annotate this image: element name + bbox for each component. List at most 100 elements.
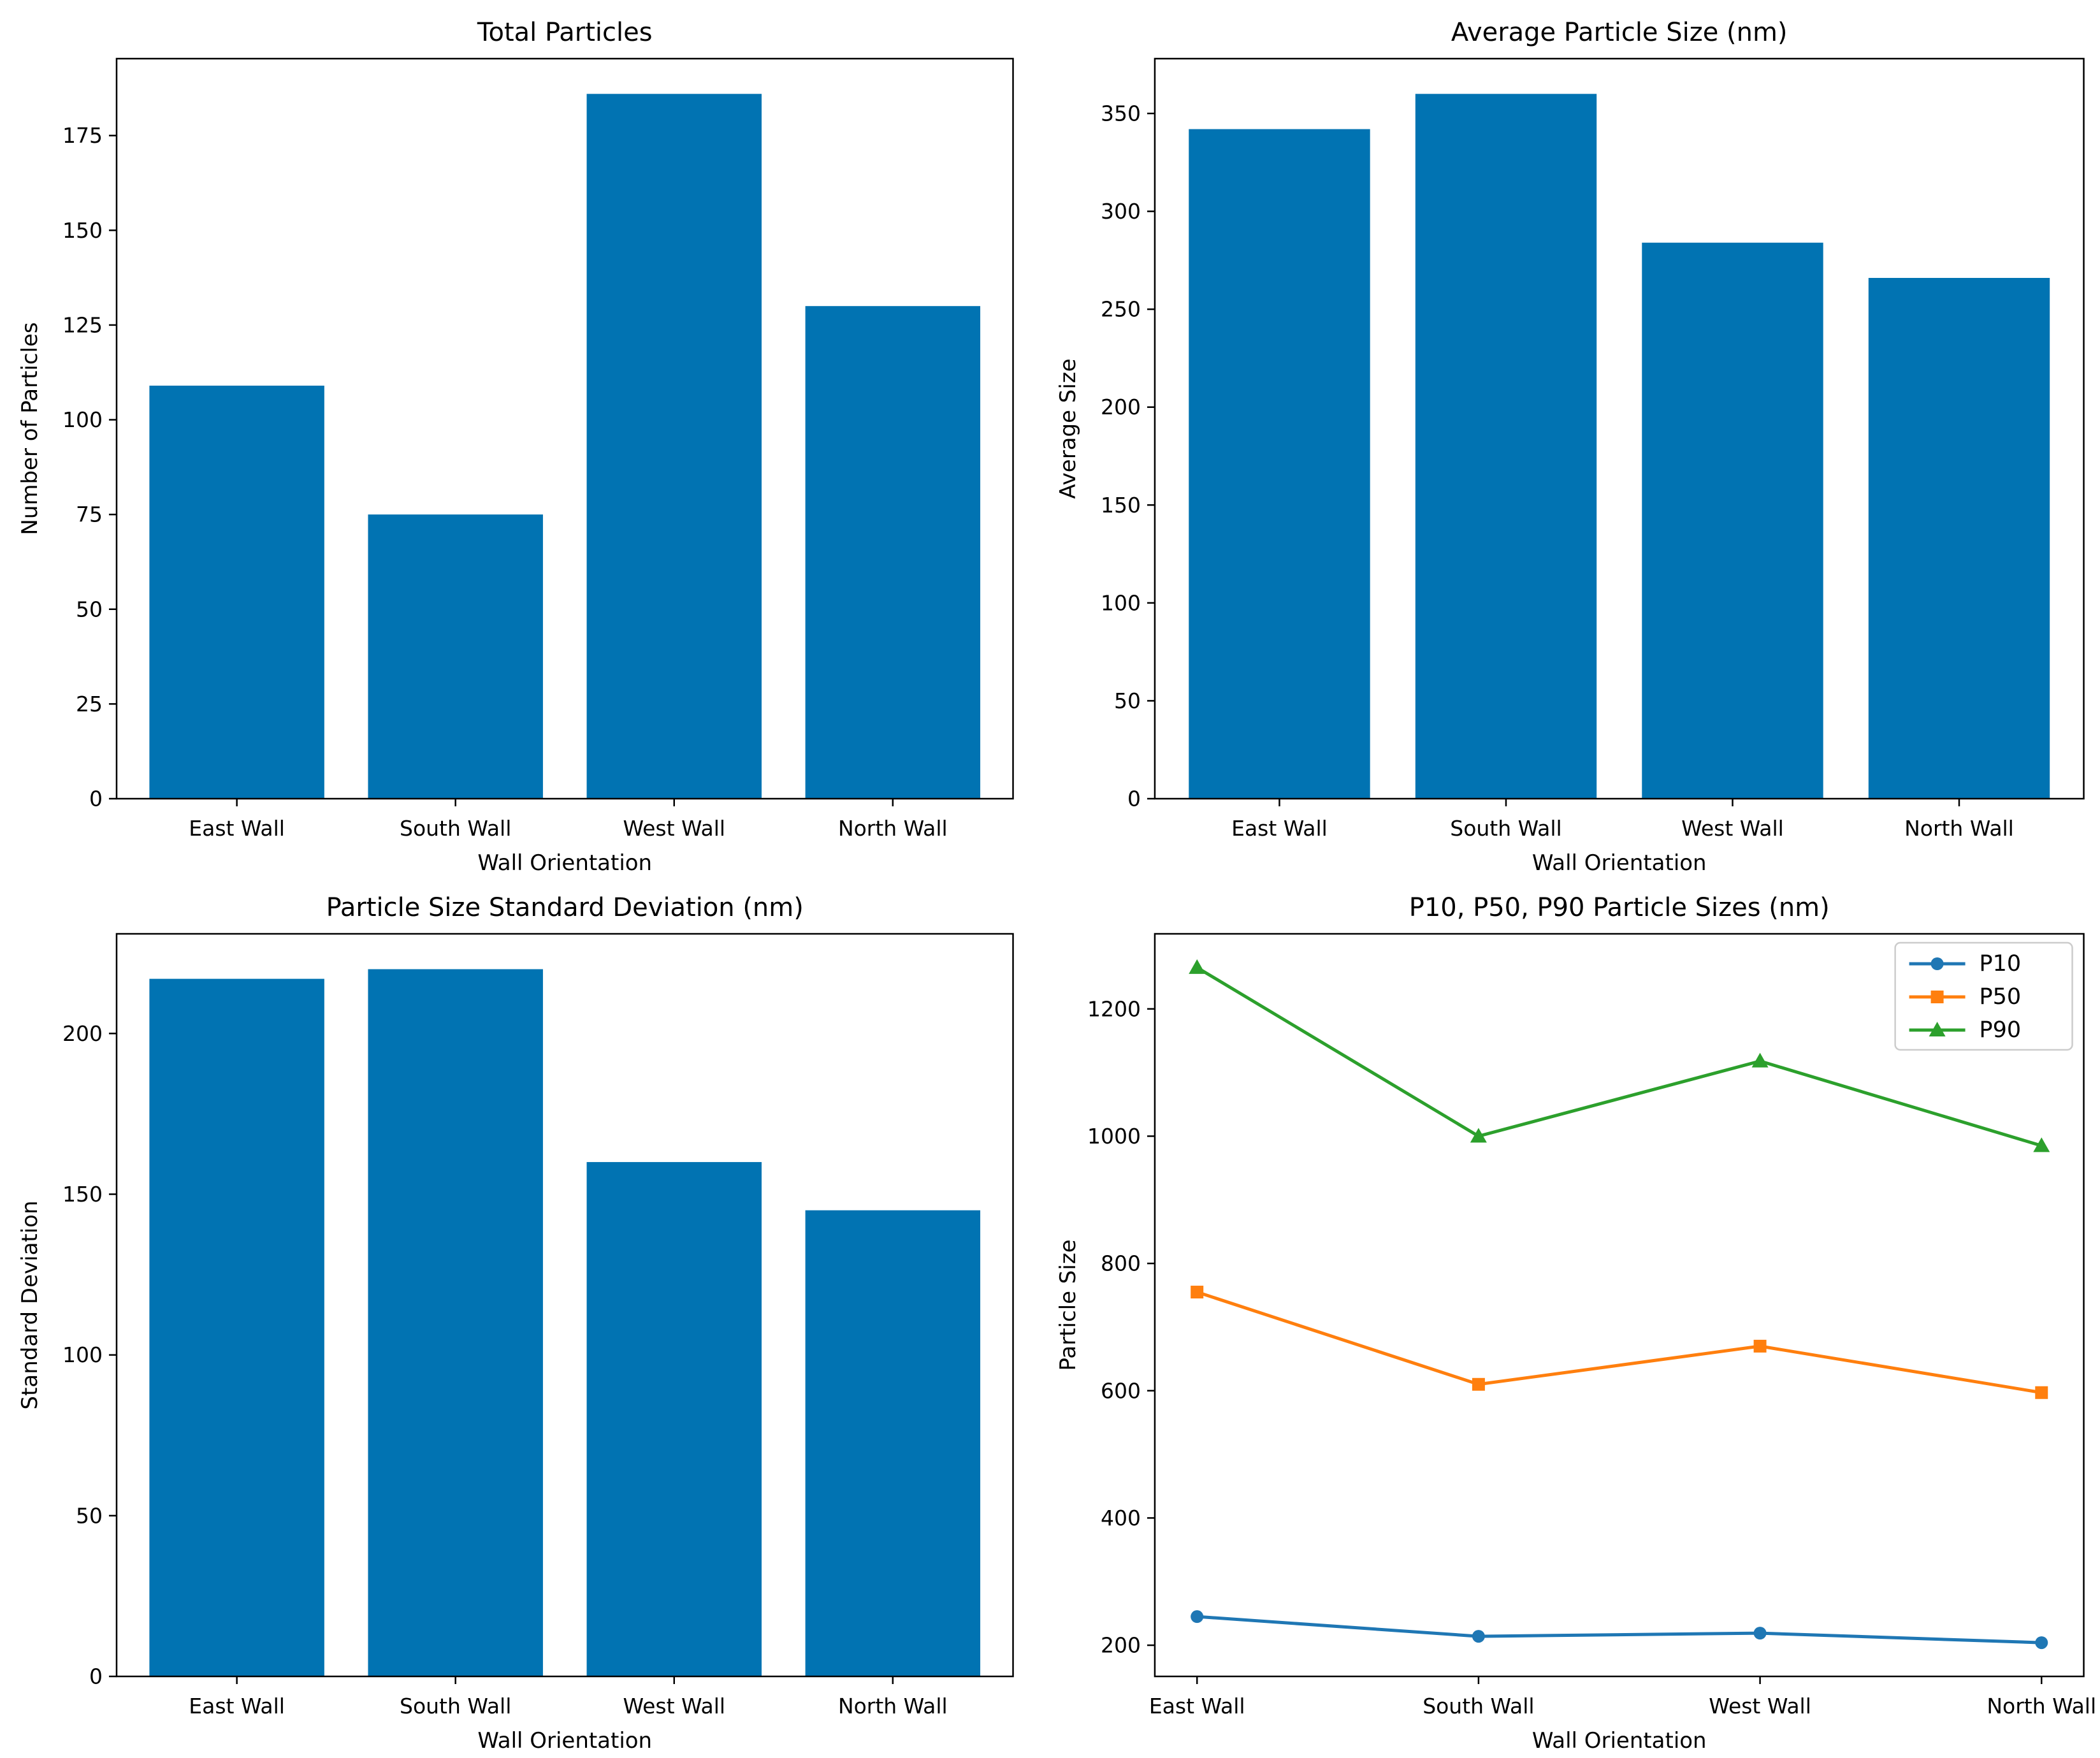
bar (1415, 94, 1597, 799)
chart-particle-size-std-deviation: 0 50 100 150 200 East Wall South Wall West Wall… (17, 893, 1014, 1754)
y-tick-label: 0 (89, 786, 103, 811)
y-tick-label: 800 (1100, 1251, 1140, 1276)
bar (149, 978, 324, 1676)
y-tick-label: 0 (1127, 786, 1140, 811)
y-tick-label: 50 (1113, 688, 1140, 713)
bar (1188, 129, 1370, 799)
y-tick-label: 75 (76, 502, 103, 527)
chart-cell-total-particles: 0 25 50 75 100 125 150 175 East Wall South Wall We… (0, 0, 1050, 879)
series-line-p90 (1195, 966, 2043, 1147)
y-axis-label: Particle Size (1055, 1239, 1080, 1370)
marker-p50 (1472, 1377, 1485, 1391)
axis-spines (1154, 57, 2085, 800)
bar (586, 1162, 762, 1676)
marker-p10 (1753, 1627, 1767, 1640)
series-line-p10 (1195, 1615, 2043, 1645)
x-tick-label: North Wall (838, 816, 948, 841)
y-tick-label: 350 (1100, 101, 1140, 126)
x-tick-label: West Wall (1681, 816, 1784, 841)
chart-average-particle-size: 0 50 100 150 200 250 300 350 East Wall South Wall… (1055, 18, 2085, 876)
x-axis-label: Wall Orientation (477, 850, 652, 876)
bar (149, 386, 324, 799)
legend-swatch-marker (1930, 957, 1944, 970)
y-tick-label: 25 (76, 692, 103, 716)
y-axis-label: Average Size (1055, 358, 1080, 498)
legend-swatch-marker (1930, 991, 1944, 1003)
x-tick-label: East Wall (1148, 1694, 1245, 1718)
x-tick-label: East Wall (189, 816, 285, 841)
bar (805, 1210, 981, 1676)
marker-p90 (1751, 1052, 1769, 1068)
chart-title: P10, P50, P90 Particle Sizes (nm) (1408, 893, 1829, 922)
y-axis-label: Number of Particles (17, 322, 43, 535)
marker-p90 (2032, 1137, 2050, 1152)
y-tick-label: 100 (62, 407, 103, 432)
y-tick-label: 50 (76, 1503, 103, 1528)
x-tick-label: South Wall (1423, 1694, 1534, 1718)
y-tick-label: 200 (1100, 395, 1140, 419)
x-tick-label: South Wall (400, 816, 511, 841)
marker-p10 (2034, 1636, 2048, 1650)
x-tick-label: West Wall (623, 816, 725, 841)
bar (586, 94, 762, 799)
axis-spines (115, 57, 1014, 800)
bar (368, 514, 543, 799)
y-tick-label: 175 (62, 123, 103, 148)
marker-p50 (2034, 1386, 2048, 1399)
axis-spines (115, 933, 1014, 1678)
x-axis-label: Wall Orientation (1532, 1728, 1706, 1754)
chart-title: Total Particles (477, 18, 653, 47)
x-tick-label: North Wall (1904, 816, 2014, 841)
y-tick-label: 1200 (1087, 996, 1141, 1021)
chart-total-particles: 0 25 50 75 100 125 150 175 East Wall South Wall We… (17, 18, 1014, 876)
bar (368, 969, 543, 1676)
bar (805, 306, 981, 799)
x-tick-label: West Wall (1709, 1694, 1811, 1718)
chart-cell-percentile-sizes: 200 400 600 800 1000 1200 East Wall South Wall W… (1050, 879, 2100, 1758)
bar (1868, 278, 2050, 799)
x-tick-label: North Wall (838, 1694, 948, 1718)
chart-title: Particle Size Standard Deviation (nm) (326, 893, 804, 922)
y-tick-label: 150 (1100, 493, 1140, 518)
y-tick-label: 50 (76, 597, 103, 621)
marker-p50 (1753, 1339, 1767, 1353)
chart-cell-average-particle-size: 0 50 100 150 200 250 300 350 East Wall South Wall… (1050, 0, 2100, 879)
axis-spines (1154, 933, 2085, 1678)
x-tick-label: North Wall (1987, 1694, 2096, 1718)
x-axis-label: Wall Orientation (1532, 850, 1706, 876)
chart-p10-p50-p90-sizes: 200 400 600 800 1000 1200 East Wall South Wall W… (1055, 893, 2096, 1754)
legend-label: P90 (1979, 1017, 2021, 1043)
legend-label: P10 (1979, 951, 2021, 977)
y-tick-label: 600 (1100, 1378, 1140, 1403)
y-tick-label: 100 (62, 1342, 103, 1367)
y-tick-label: 1000 (1087, 1124, 1141, 1149)
series-line-p50 (1195, 1290, 2043, 1395)
y-tick-label: 200 (62, 1021, 103, 1046)
x-tick-label: South Wall (400, 1694, 511, 1718)
y-tick-label: 100 (1100, 590, 1140, 615)
x-tick-label: East Wall (1231, 816, 1328, 841)
y-tick-label: 0 (89, 1664, 103, 1689)
y-tick-label: 150 (62, 218, 103, 243)
x-axis-label: Wall Orientation (477, 1728, 652, 1754)
y-tick-label: 400 (1100, 1506, 1140, 1530)
marker-p50 (1190, 1286, 1203, 1299)
x-tick-label: West Wall (623, 1694, 725, 1718)
marker-p90 (1188, 959, 1205, 974)
y-tick-label: 125 (62, 312, 103, 337)
y-tick-label: 200 (1100, 1633, 1140, 1658)
legend-swatch-marker (1929, 1022, 1946, 1036)
y-tick-label: 250 (1100, 297, 1140, 322)
y-axis-label: Standard Deviation (17, 1200, 43, 1409)
y-tick-label: 300 (1100, 199, 1140, 224)
y-tick-label: 150 (62, 1182, 103, 1207)
marker-p10 (1472, 1630, 1485, 1643)
marker-p10 (1190, 1610, 1203, 1624)
x-tick-label: South Wall (1450, 816, 1561, 841)
x-tick-label: East Wall (189, 1694, 285, 1718)
marker-p90 (1470, 1128, 1487, 1143)
legend-label: P50 (1979, 984, 2021, 1010)
chart-cell-std-deviation: 0 50 100 150 200 East Wall South Wall West Wall… (0, 879, 1050, 1758)
chart-title: Average Particle Size (nm) (1451, 18, 1787, 47)
